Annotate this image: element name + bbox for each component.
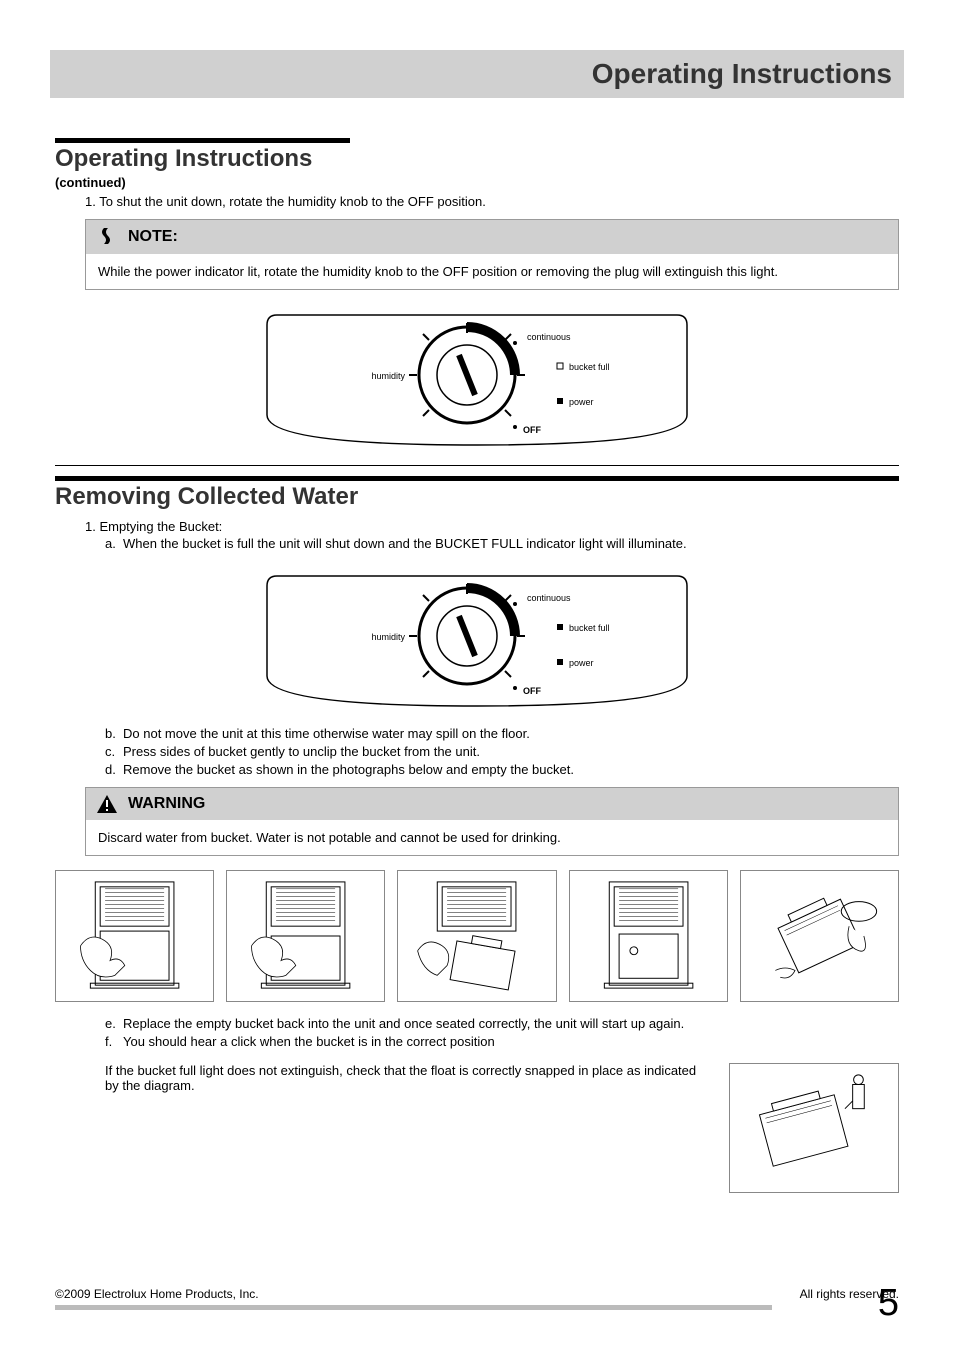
item-c: c.Press sides of bucket gently to unclip… (105, 744, 899, 759)
warning-box: WARNING Discard water from bucket. Water… (85, 787, 899, 856)
label-off: OFF (523, 425, 541, 435)
warning-icon (96, 794, 118, 814)
note-icon (96, 226, 118, 248)
page-footer: ©2009 Electrolux Home Products, Inc. All… (55, 1287, 899, 1310)
copyright: ©2009 Electrolux Home Products, Inc. (55, 1287, 259, 1301)
footer-rule (55, 1305, 772, 1310)
photo-4 (569, 870, 728, 1002)
label-bucket-full: bucket full (569, 362, 610, 372)
item-a: a.When the bucket is full the unit will … (105, 536, 899, 551)
photo-3 (397, 870, 556, 1002)
label-bucket-full-2: bucket full (569, 623, 610, 633)
section-title-removing: Removing Collected Water (55, 483, 899, 511)
item-d: d.Remove the bucket as shown in the phot… (105, 762, 899, 777)
label-off-2: OFF (523, 686, 541, 696)
step-shutdown: 1. To shut the unit down, rotate the hum… (85, 194, 899, 209)
section-rule-2 (55, 476, 899, 481)
sub-list-3: e.Replace the empty bucket back into the… (105, 1016, 899, 1049)
label-humidity-2: humidity (371, 632, 405, 642)
float-diagram (729, 1063, 899, 1193)
footer-text-row: ©2009 Electrolux Home Products, Inc. All… (55, 1287, 899, 1301)
photo-row (55, 870, 899, 1002)
note-header: NOTE: (86, 220, 898, 254)
note-box: NOTE: While the power indicator lit, rot… (85, 219, 899, 290)
warning-header: WARNING (86, 788, 898, 820)
warning-body: Discard water from bucket. Water is not … (86, 820, 898, 855)
note-body: While the power indicator lit, rotate th… (86, 254, 898, 289)
item-f: f.You should hear a click when the bucke… (105, 1034, 899, 1049)
warning-label: WARNING (128, 795, 205, 813)
note-label: NOTE: (128, 228, 178, 246)
page-header-title: Operating Instructions (62, 58, 892, 90)
continued-label: (continued) (55, 175, 899, 190)
removing-list: 1. Emptying the Bucket: a.When the bucke… (85, 519, 899, 551)
label-power-2: power (569, 658, 594, 668)
float-note-row: If the bucket full light does not exting… (105, 1063, 899, 1193)
photo-5 (740, 870, 899, 1002)
label-continuous-2: continuous (527, 593, 571, 603)
page-number: 5 (878, 1282, 899, 1325)
page-header-band: Operating Instructions (50, 50, 904, 98)
thin-rule (55, 465, 899, 466)
float-note-text: If the bucket full light does not exting… (105, 1063, 709, 1193)
label-power: power (569, 397, 594, 407)
photo-1 (55, 870, 214, 1002)
label-humidity: humidity (371, 371, 405, 381)
sub-list-2: b.Do not move the unit at this time othe… (105, 726, 899, 777)
section-title-operating: Operating Instructions (55, 145, 899, 173)
label-continuous: continuous (527, 332, 571, 342)
item-emptying: 1. Emptying the Bucket: (85, 519, 899, 534)
control-panel-diagram-2: continuous bucket full power humidity OF… (257, 566, 697, 716)
control-panel-diagram-1: continuous bucket full power humidity OF… (257, 305, 697, 455)
photo-2 (226, 870, 385, 1002)
section-rule (55, 138, 350, 143)
item-b: b.Do not move the unit at this time othe… (105, 726, 899, 741)
sub-list-1: a.When the bucket is full the unit will … (105, 536, 899, 551)
item-e: e.Replace the empty bucket back into the… (105, 1016, 899, 1031)
